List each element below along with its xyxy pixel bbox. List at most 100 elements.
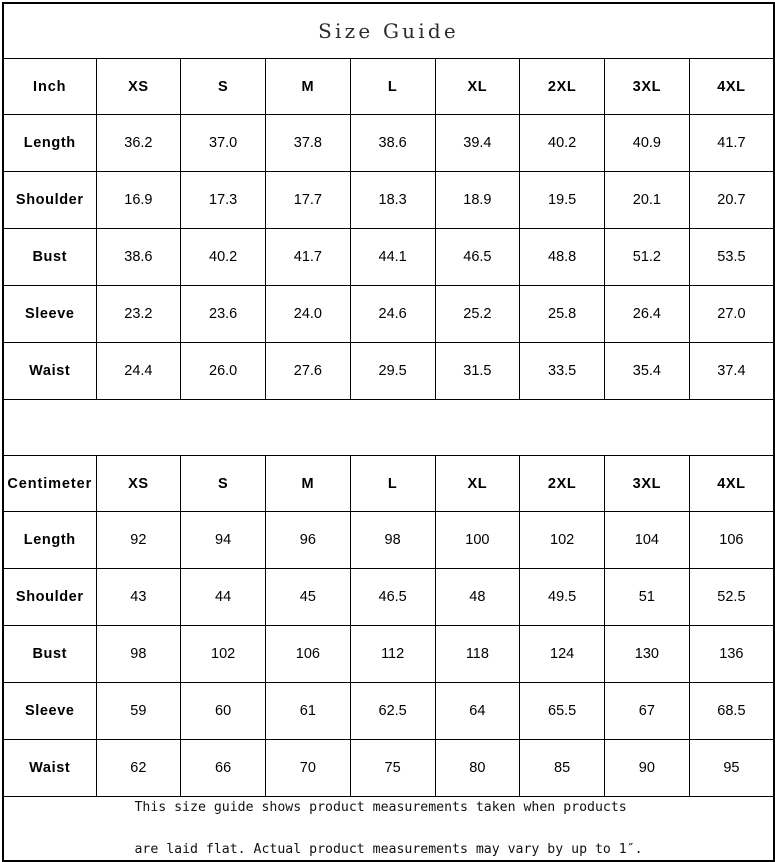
table-row: Sleeve 23.2 23.6 24.0 24.6 25.2 25.8 26.4 27.0 — [2, 285, 775, 343]
measurement-cell: 26.0 — [180, 342, 266, 400]
measurement-cell: 85 — [519, 739, 605, 797]
size-header-3xl: 3XL — [604, 58, 690, 115]
row-label-shoulder: Shoulder — [2, 171, 97, 229]
measurement-cell: 106 — [688, 511, 775, 569]
row-label-shoulder: Shoulder — [2, 568, 97, 626]
measurement-cell: 80 — [434, 739, 521, 797]
measurement-cell: 60 — [180, 682, 266, 740]
measurement-cell: 51 — [604, 568, 690, 626]
row-label-waist: Waist — [2, 342, 97, 400]
measurement-cell: 98 — [95, 625, 182, 683]
measurement-cell: 118 — [434, 625, 521, 683]
row-label-waist: Waist — [2, 739, 97, 797]
measurement-cell: 130 — [604, 625, 690, 683]
measurement-cell: 25.2 — [434, 285, 521, 343]
measurement-cell: 20.1 — [604, 171, 690, 229]
measurement-cell: 25.8 — [519, 285, 605, 343]
row-label-length: Length — [2, 114, 97, 172]
measurement-cell: 33.5 — [519, 342, 605, 400]
measurement-cell: 53.5 — [688, 228, 775, 286]
header-row-inch: Inch XS S M L XL 2XL 3XL 4XL — [2, 58, 775, 115]
measurement-cell: 67 — [604, 682, 690, 740]
measurement-cell: 44 — [180, 568, 266, 626]
measurement-cell: 102 — [519, 511, 605, 569]
measurement-cell: 39.4 — [434, 114, 521, 172]
measurement-cell: 61 — [265, 682, 351, 740]
measurement-cell: 40.2 — [519, 114, 605, 172]
table-row: Bust 98 102 106 112 118 124 130 136 — [2, 625, 775, 683]
measurement-cell: 75 — [349, 739, 436, 797]
size-header-4xl: 4XL — [688, 58, 775, 115]
measurement-cell: 62.5 — [349, 682, 436, 740]
footer-note-line-2: are laid flat. Actual product measuremen… — [134, 842, 643, 857]
measurement-cell: 92 — [95, 511, 182, 569]
size-header-2xl: 2XL — [519, 58, 605, 115]
measurement-cell: 48 — [434, 568, 521, 626]
measurement-cell: 40.9 — [604, 114, 690, 172]
measurement-cell: 27.0 — [688, 285, 775, 343]
footer-note-text: This size guide shows product measuremen… — [134, 797, 642, 860]
size-header-xl: XL — [434, 58, 521, 115]
table-spacer-row — [3, 399, 775, 456]
measurement-cell: 41.7 — [688, 114, 775, 172]
unit-header-inch: Inch — [2, 58, 97, 115]
size-guide-body: Size Guide Inch XS S M L XL 2XL 3XL 4XL Length 36.… — [2, 3, 775, 861]
measurement-cell: 64 — [434, 682, 521, 740]
table-spacer-cell — [3, 399, 775, 456]
size-header-xs: XS — [95, 455, 182, 512]
measurement-cell: 52.5 — [688, 568, 775, 626]
size-header-m: M — [265, 455, 351, 512]
measurement-cell: 19.5 — [519, 171, 605, 229]
measurement-cell: 18.9 — [434, 171, 521, 229]
size-header-3xl: 3XL — [604, 455, 690, 512]
measurement-cell: 44.1 — [349, 228, 436, 286]
measurement-cell: 112 — [349, 625, 436, 683]
page-title: Size Guide — [3, 3, 775, 59]
title-row: Size Guide — [3, 3, 775, 59]
measurement-cell: 43 — [95, 568, 182, 626]
measurement-cell: 23.6 — [180, 285, 266, 343]
row-label-bust: Bust — [2, 625, 97, 683]
measurement-cell: 27.6 — [265, 342, 351, 400]
measurement-cell: 95 — [688, 739, 775, 797]
row-label-sleeve: Sleeve — [2, 285, 97, 343]
measurement-cell: 94 — [180, 511, 266, 569]
table-row: Waist 62 66 70 75 80 85 90 95 — [2, 739, 775, 797]
measurement-cell: 17.7 — [265, 171, 351, 229]
measurement-cell: 37.8 — [265, 114, 351, 172]
row-label-length: Length — [2, 511, 97, 569]
measurement-cell: 124 — [519, 625, 605, 683]
measurement-cell: 102 — [180, 625, 266, 683]
size-header-m: M — [265, 58, 351, 115]
measurement-cell: 38.6 — [349, 114, 436, 172]
size-header-s: S — [180, 58, 266, 115]
measurement-cell: 37.0 — [180, 114, 266, 172]
size-header-s: S — [180, 455, 266, 512]
table-row: Length 36.2 37.0 37.8 38.6 39.4 40.2 40.9 41.7 — [2, 114, 775, 172]
measurement-cell: 20.7 — [688, 171, 775, 229]
measurement-cell: 24.6 — [349, 285, 436, 343]
measurement-cell: 29.5 — [349, 342, 436, 400]
measurement-cell: 35.4 — [604, 342, 690, 400]
measurement-cell: 24.0 — [265, 285, 351, 343]
footer-note-cell: This size guide shows product measuremen… — [3, 796, 775, 861]
size-header-2xl: 2XL — [519, 455, 605, 512]
measurement-cell: 49.5 — [519, 568, 605, 626]
measurement-cell: 65.5 — [519, 682, 605, 740]
size-header-xs: XS — [95, 58, 182, 115]
table-row: Shoulder 43 44 45 46.5 48 49.5 51 52.5 — [2, 568, 775, 626]
header-row-centimeter: Centimeter XS S M L XL 2XL 3XL 4XL — [2, 455, 775, 512]
measurement-cell: 96 — [265, 511, 351, 569]
measurement-cell: 41.7 — [265, 228, 351, 286]
size-header-4xl: 4XL — [688, 455, 775, 512]
measurement-cell: 70 — [265, 739, 351, 797]
measurement-cell: 100 — [434, 511, 521, 569]
measurement-cell: 18.3 — [349, 171, 436, 229]
measurement-cell: 36.2 — [95, 114, 182, 172]
size-header-l: L — [349, 58, 436, 115]
table-row: Shoulder 16.9 17.3 17.7 18.3 18.9 19.5 20.1 20.7 — [2, 171, 775, 229]
row-label-sleeve: Sleeve — [2, 682, 97, 740]
measurement-cell: 104 — [604, 511, 690, 569]
